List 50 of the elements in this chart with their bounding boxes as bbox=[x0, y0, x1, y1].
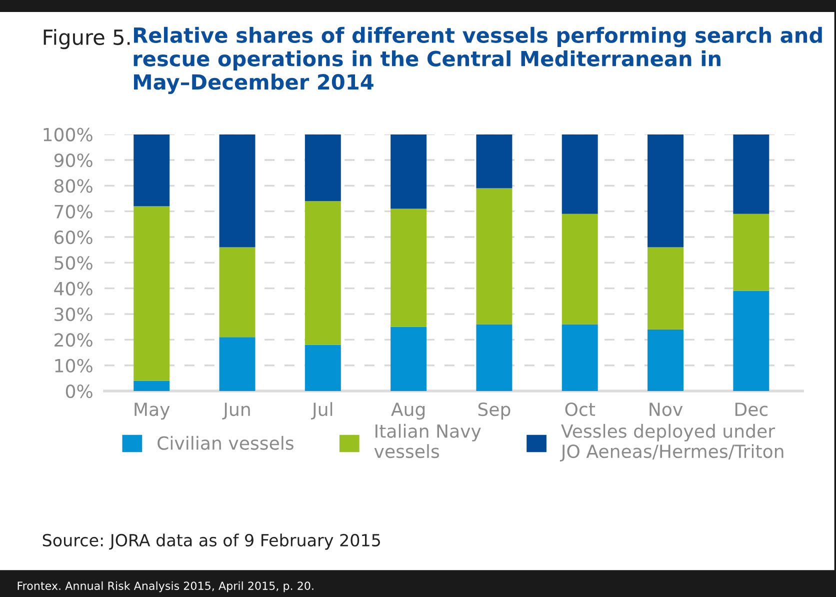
x-tick-label: Jun bbox=[222, 402, 250, 420]
x-tick-label: Nov bbox=[650, 402, 683, 416]
bar bbox=[304, 201, 341, 345]
x-tick-label: Oct bbox=[565, 402, 596, 416]
y-tick-label: 100% bbox=[44, 128, 92, 142]
bar bbox=[476, 134, 512, 188]
bar bbox=[304, 134, 341, 202]
bar bbox=[219, 134, 256, 248]
caption: Figure 5. bbox=[44, 28, 130, 50]
bar bbox=[648, 247, 684, 330]
y-tick-label: 70% bbox=[54, 204, 92, 218]
bar bbox=[476, 188, 512, 324]
y-tick-label: 30% bbox=[54, 307, 92, 322]
bar bbox=[134, 206, 170, 381]
x-tick-label: Dec bbox=[735, 402, 768, 416]
bar bbox=[219, 247, 256, 338]
bar bbox=[390, 134, 427, 209]
bar bbox=[733, 214, 770, 291]
chart-title: Relative shares of different vessels performing search and rescue operations in the Central Mediterranean in May–December 2014 bbox=[134, 26, 822, 94]
x-tick-label: May bbox=[134, 402, 170, 420]
text: Frontex. Annual Risk Analysis 2015, April 2015, p. 20. bbox=[18, 581, 314, 592]
x-tick-label: Jul bbox=[311, 402, 332, 420]
bar bbox=[648, 329, 684, 392]
source-note: Source: JORA data as of 9 February 2015 bbox=[42, 534, 380, 550]
x-tick-label: Aug bbox=[391, 402, 425, 420]
bar bbox=[134, 380, 170, 392]
y-tick-label: 40% bbox=[54, 282, 92, 296]
bar bbox=[562, 324, 598, 392]
bar bbox=[390, 208, 427, 327]
y-tick-label: 0% bbox=[66, 384, 92, 398]
bar bbox=[562, 214, 598, 324]
bar bbox=[733, 290, 770, 392]
legend-label: Vessles deployed under JO Aeneas/Hermes/Triton bbox=[560, 424, 784, 462]
bar bbox=[476, 324, 512, 392]
bar bbox=[562, 134, 598, 214]
legend-label: Civilian vessels bbox=[158, 436, 294, 450]
y-tick-label: 10% bbox=[55, 358, 92, 372]
bar bbox=[648, 134, 684, 248]
bar bbox=[304, 344, 341, 392]
bar bbox=[134, 134, 170, 206]
y-tick-label: 20% bbox=[54, 333, 92, 347]
y-tick-label: 60% bbox=[54, 230, 92, 244]
y-tick-label: 50% bbox=[54, 256, 92, 270]
x-tick-label: Sep bbox=[478, 402, 510, 420]
y-tick-label: 90% bbox=[54, 153, 92, 168]
y-tick-label: 80% bbox=[54, 179, 92, 193]
legend-label: Italian Navy vessels bbox=[374, 424, 481, 458]
bar bbox=[219, 337, 256, 392]
bar bbox=[733, 134, 770, 214]
bar bbox=[390, 326, 427, 392]
